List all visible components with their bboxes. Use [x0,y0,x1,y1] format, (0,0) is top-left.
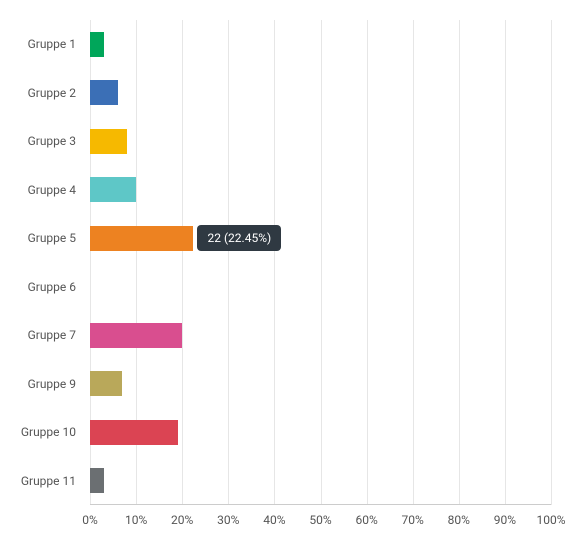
y-category-label: Gruppe 5 [10,214,82,263]
bar[interactable] [90,420,178,445]
bar-row [90,263,551,312]
y-category-label: Gruppe 9 [10,360,82,409]
bar[interactable] [90,226,193,251]
bar[interactable] [90,468,104,493]
x-axis-labels: 0%10%20%30%40%50%60%70%80%90%100% [90,513,551,529]
bar[interactable] [90,371,122,396]
x-axis-line [90,504,551,505]
tooltip: 22 (22.45%) [197,225,281,251]
bar-row [90,408,551,457]
bar-row: 22 (22.45%) [90,214,551,263]
y-category-label: Gruppe 11 [10,457,82,506]
x-tick-label: 80% [448,513,470,527]
x-tick-label: 20% [171,513,193,527]
y-category-label: Gruppe 1 [10,20,82,69]
bar-row [90,457,551,506]
y-category-label: Gruppe 7 [10,311,82,360]
bar-row [90,69,551,118]
bar[interactable] [90,32,104,57]
x-tick-label: 50% [309,513,331,527]
y-category-label: Gruppe 4 [10,166,82,215]
bar[interactable] [90,177,136,202]
x-tick-label: 90% [494,513,516,527]
bar[interactable] [90,129,127,154]
bar-row [90,20,551,69]
y-axis-labels: Gruppe 1Gruppe 2Gruppe 3Gruppe 4Gruppe 5… [10,20,82,505]
bar-chart: Gruppe 1Gruppe 2Gruppe 3Gruppe 4Gruppe 5… [0,0,576,547]
x-tick-label: 70% [402,513,424,527]
x-tick-label: 10% [125,513,147,527]
bar-row [90,166,551,215]
x-tick-label: 30% [217,513,239,527]
x-tick-label: 60% [355,513,377,527]
x-tick-label: 0% [82,513,98,527]
y-category-label: Gruppe 10 [10,408,82,457]
plot-area: 22 (22.45%) [90,20,551,505]
y-category-label: Gruppe 3 [10,117,82,166]
bar-row [90,117,551,166]
chart-area: Gruppe 1Gruppe 2Gruppe 3Gruppe 4Gruppe 5… [10,10,566,537]
y-category-label: Gruppe 6 [10,263,82,312]
x-tick-label: 40% [263,513,285,527]
bars-container: 22 (22.45%) [90,20,551,505]
bar[interactable] [90,80,118,105]
y-category-label: Gruppe 2 [10,69,82,118]
gridline [551,20,552,505]
bar-row [90,311,551,360]
bar[interactable] [90,323,182,348]
x-tick-label: 100% [536,513,565,527]
bar-row [90,360,551,409]
